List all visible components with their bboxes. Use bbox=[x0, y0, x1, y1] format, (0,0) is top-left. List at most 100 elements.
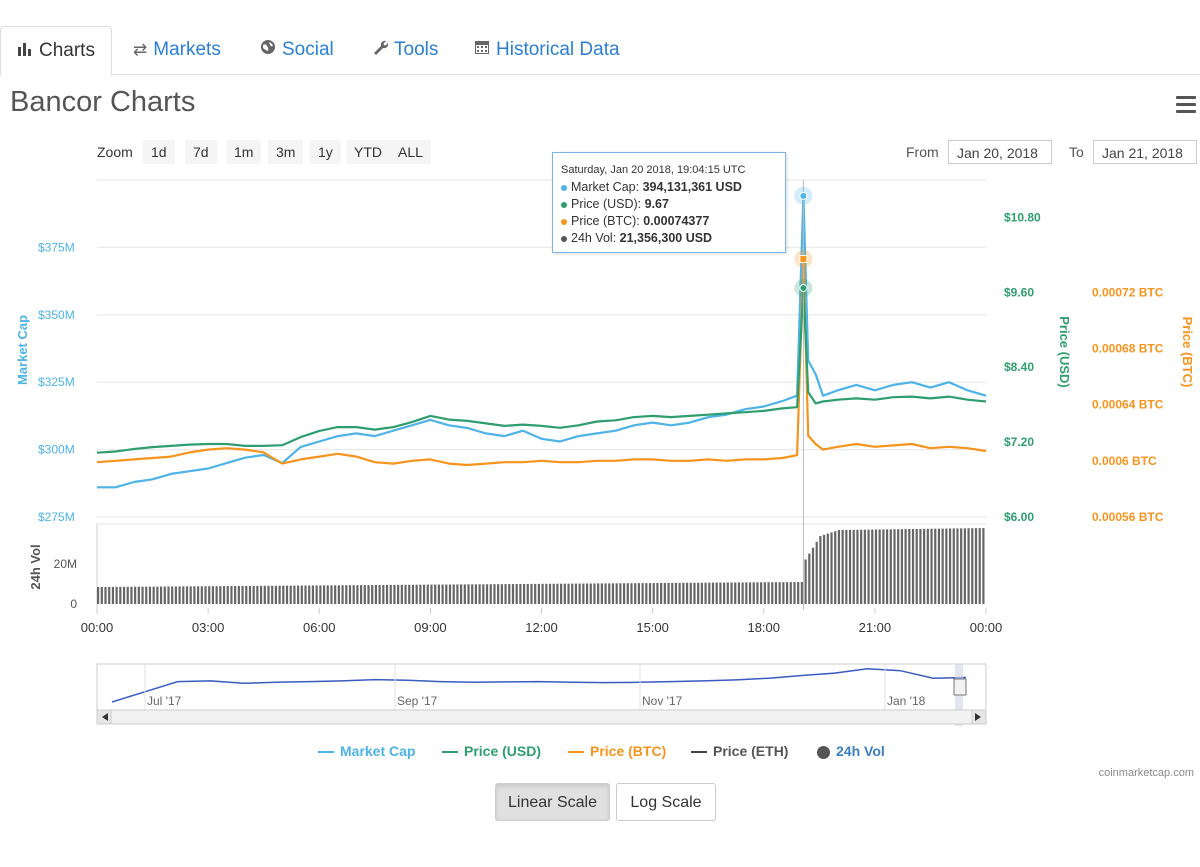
volume-bar bbox=[882, 529, 885, 604]
volume-bar bbox=[608, 583, 611, 604]
volume-bar bbox=[567, 583, 570, 604]
legend-price-btc[interactable]: Price (BTC) bbox=[568, 743, 666, 759]
volume-bar bbox=[600, 583, 603, 604]
volume-bar bbox=[941, 528, 944, 604]
volume-bar bbox=[897, 529, 900, 604]
volume-bar bbox=[678, 582, 681, 604]
volume-bar bbox=[322, 585, 326, 604]
volume-bar bbox=[385, 584, 389, 604]
zoom-1y-button[interactable]: 1y bbox=[310, 140, 341, 164]
hamburger-menu-icon[interactable] bbox=[1176, 96, 1196, 117]
volume-bar bbox=[330, 585, 333, 604]
y-right-btc-tick-label: 0.00056 BTC bbox=[1092, 510, 1164, 524]
tab-label: Historical Data bbox=[496, 39, 620, 60]
volume-bar bbox=[782, 582, 785, 604]
volume-bar bbox=[674, 582, 678, 604]
legend-price-usd[interactable]: Price (USD) bbox=[442, 743, 541, 759]
volume-bar bbox=[515, 584, 518, 604]
x-tick-label: 15:00 bbox=[636, 620, 669, 635]
volume-bar bbox=[545, 583, 548, 604]
tab-bar: Charts ⇄ Markets Social Tools Historical … bbox=[0, 0, 1200, 76]
volume-tick-label: 0 bbox=[70, 597, 77, 611]
volume-bar bbox=[889, 529, 892, 604]
credit-link[interactable]: coinmarketcap.com bbox=[1098, 767, 1194, 779]
volume-bar bbox=[426, 584, 429, 604]
y-right-usd-tick-label: $9.60 bbox=[1004, 285, 1034, 299]
zoom-ytd-button[interactable]: YTD bbox=[346, 140, 390, 164]
volume-bar bbox=[441, 584, 444, 604]
tab-social[interactable]: Social bbox=[260, 26, 334, 74]
volume-bar bbox=[574, 583, 578, 604]
log-scale-button[interactable]: Log Scale bbox=[616, 783, 716, 821]
y-left-tick-label: $350M bbox=[38, 308, 75, 322]
tooltip-row-price-usd: Price (USD): 9.67 bbox=[561, 196, 777, 213]
legend-volume[interactable]: 24h Vol bbox=[817, 743, 885, 759]
wrench-icon bbox=[372, 26, 389, 74]
volume-bar bbox=[237, 586, 240, 604]
tab-charts[interactable]: Charts bbox=[0, 26, 112, 76]
volume-bar bbox=[745, 582, 748, 604]
volume-tick-label: 20M bbox=[54, 557, 77, 571]
zoom-all-button[interactable]: ALL bbox=[390, 140, 431, 164]
zoom-7d-button[interactable]: 7d bbox=[185, 140, 217, 164]
legend-market-cap[interactable]: Market Cap bbox=[318, 743, 415, 759]
legend-price-eth[interactable]: Price (ETH) bbox=[691, 743, 788, 759]
price-chart[interactable]: $275M $300M $325M $350M $375M $6.00 $7.20 $8.40… bbox=[0, 0, 1200, 740]
volume-bar bbox=[797, 582, 800, 604]
y-left-tick-label: $300M bbox=[38, 443, 75, 457]
price-btc-line bbox=[96, 257, 987, 467]
y-left-tick-label: $325M bbox=[38, 375, 75, 389]
volume-bar bbox=[352, 585, 355, 604]
volume-bar bbox=[119, 586, 122, 604]
volume-bar bbox=[871, 529, 874, 604]
x-tick-label: 06:00 bbox=[303, 620, 336, 635]
zoom-1m-button[interactable]: 1m bbox=[226, 140, 262, 164]
zoom-1d-button[interactable]: 1d bbox=[143, 140, 175, 164]
linear-scale-button[interactable]: Linear Scale bbox=[495, 783, 610, 821]
volume-bar bbox=[245, 585, 248, 604]
legend-label: 24h Vol bbox=[836, 743, 885, 759]
volume-bar bbox=[711, 582, 715, 604]
volume-bar bbox=[141, 586, 144, 604]
scroll-left-icon bbox=[102, 713, 108, 721]
volume-bar bbox=[971, 528, 974, 604]
volume-bar bbox=[508, 584, 511, 604]
tab-markets[interactable]: ⇄ Markets bbox=[133, 26, 221, 74]
tooltip-row-volume: 24h Vol: 21,356,300 USD bbox=[561, 230, 777, 247]
volume-bar bbox=[719, 582, 722, 604]
volume-bar bbox=[771, 582, 774, 604]
line-swatch-icon bbox=[691, 751, 707, 754]
volume-bar bbox=[534, 583, 537, 604]
volume-bar bbox=[145, 586, 148, 604]
tooltip-value: 394,131,361 USD bbox=[642, 180, 742, 194]
tab-historical-data[interactable]: Historical Data bbox=[474, 26, 620, 74]
volume-bar bbox=[511, 584, 515, 604]
price-btc-hover-point bbox=[799, 254, 808, 263]
volume-bar bbox=[637, 583, 641, 604]
to-date-input[interactable]: Jan 21, 2018 bbox=[1093, 140, 1197, 164]
navigator-label: Sep '17 bbox=[397, 694, 438, 708]
y-right-usd-tick-label: $8.40 bbox=[1004, 360, 1034, 374]
volume-bar bbox=[615, 583, 618, 604]
volume-bar bbox=[737, 582, 741, 604]
x-tick-label: 00:00 bbox=[81, 620, 114, 635]
volume-bar bbox=[819, 536, 822, 604]
y-left-tick-label: $375M bbox=[38, 240, 75, 254]
volume-bar bbox=[652, 583, 655, 604]
volume-bar bbox=[130, 586, 133, 604]
price-btc-dot-icon bbox=[561, 218, 567, 225]
volume-bar bbox=[337, 585, 340, 604]
zoom-3m-button[interactable]: 3m bbox=[268, 140, 304, 164]
volume-bar bbox=[193, 586, 196, 604]
volume-bar bbox=[885, 529, 889, 604]
x-tick-label: 12:00 bbox=[525, 620, 558, 635]
tooltip-label: Price (BTC): bbox=[571, 214, 644, 228]
x-tick-label: 03:00 bbox=[192, 620, 225, 635]
from-date-input[interactable]: Jan 20, 2018 bbox=[948, 140, 1052, 164]
volume-bar bbox=[837, 530, 841, 604]
volume-bar bbox=[248, 585, 252, 604]
tab-tools[interactable]: Tools bbox=[372, 26, 438, 74]
volume-bar bbox=[548, 583, 552, 604]
volume-bar bbox=[115, 586, 118, 604]
volume-bar bbox=[359, 585, 363, 604]
